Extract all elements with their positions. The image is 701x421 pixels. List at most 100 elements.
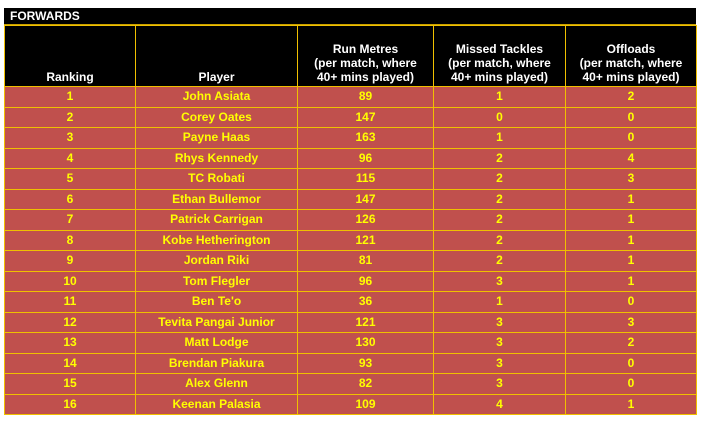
cell-missed-tackles: 2 <box>433 250 566 272</box>
cell-run-metres: 126 <box>297 209 434 231</box>
cell-player: Ben Te'o <box>135 291 298 313</box>
cell-ranking: 1 <box>4 86 136 108</box>
forwards-table-panel: FORWARDS Ranking Player Run Metres (per … <box>4 8 697 415</box>
cell-offloads: 0 <box>565 127 697 149</box>
cell-player: Ethan Bullemor <box>135 188 298 210</box>
table-row: 13 Matt Lodge 130 3 2 <box>4 332 697 354</box>
cell-ranking: 11 <box>4 291 136 313</box>
table-row: 6 Ethan Bullemor 147 2 1 <box>4 188 697 210</box>
cell-missed-tackles: 3 <box>433 311 566 333</box>
table-row: 7 Patrick Carrigan 126 2 1 <box>4 209 697 231</box>
cell-run-metres: 115 <box>297 168 434 190</box>
cell-ranking: 15 <box>4 373 136 395</box>
table-row: 4 Rhys Kennedy 96 2 4 <box>4 147 697 169</box>
cell-player: Corey Oates <box>135 106 298 128</box>
cell-player: John Asiata <box>135 86 298 108</box>
cell-run-metres: 147 <box>297 188 434 210</box>
cell-player: Jordan Riki <box>135 250 298 272</box>
header-missed-tackles-line-2: (per match, where <box>448 56 551 70</box>
cell-run-metres: 109 <box>297 393 434 415</box>
table-row: 9 Jordan Riki 81 2 1 <box>4 250 697 272</box>
table-row: 16 Keenan Palasia 109 4 1 <box>4 393 697 415</box>
cell-missed-tackles: 3 <box>433 332 566 354</box>
forwards-table: Ranking Player Run Metres (per match, wh… <box>4 25 697 415</box>
cell-run-metres: 147 <box>297 106 434 128</box>
cell-run-metres: 89 <box>297 86 434 108</box>
header-offloads-line-1: Offloads <box>606 42 656 56</box>
cell-run-metres: 81 <box>297 250 434 272</box>
cell-ranking: 13 <box>4 332 136 354</box>
cell-ranking: 8 <box>4 229 136 251</box>
cell-ranking: 7 <box>4 209 136 231</box>
table-row: 5 TC Robati 115 2 3 <box>4 168 697 190</box>
header-offloads: Offloads (per match, where 40+ mins play… <box>565 25 697 87</box>
table-row: 1 John Asiata 89 1 2 <box>4 86 697 108</box>
cell-run-metres: 163 <box>297 127 434 149</box>
cell-run-metres: 121 <box>297 311 434 333</box>
header-missed-tackles-line-1: Missed Tackles <box>455 42 544 56</box>
cell-missed-tackles: 2 <box>433 147 566 169</box>
cell-ranking: 16 <box>4 393 136 415</box>
cell-missed-tackles: 1 <box>433 291 566 313</box>
cell-offloads: 0 <box>565 352 697 374</box>
header-ranking: Ranking <box>4 25 136 87</box>
cell-offloads: 3 <box>565 311 697 333</box>
table-row: 10 Tom Flegler 96 3 1 <box>4 270 697 292</box>
cell-player: Patrick Carrigan <box>135 209 298 231</box>
cell-ranking: 3 <box>4 127 136 149</box>
cell-run-metres: 130 <box>297 332 434 354</box>
header-offloads-line-2: (per match, where <box>579 56 683 70</box>
cell-ranking: 10 <box>4 270 136 292</box>
cell-run-metres: 96 <box>297 147 434 169</box>
cell-missed-tackles: 4 <box>433 393 566 415</box>
table-row: 12 Tevita Pangai Junior 121 3 3 <box>4 311 697 333</box>
cell-offloads: 1 <box>565 270 697 292</box>
cell-player: Matt Lodge <box>135 332 298 354</box>
cell-player: Alex Glenn <box>135 373 298 395</box>
cell-player: Keenan Palasia <box>135 393 298 415</box>
header-run-metres: Run Metres (per match, where 40+ mins pl… <box>297 25 434 87</box>
cell-missed-tackles: 0 <box>433 106 566 128</box>
cell-run-metres: 36 <box>297 291 434 313</box>
cell-missed-tackles: 1 <box>433 127 566 149</box>
cell-player: Brendan Piakura <box>135 352 298 374</box>
cell-offloads: 4 <box>565 147 697 169</box>
cell-offloads: 0 <box>565 373 697 395</box>
cell-ranking: 12 <box>4 311 136 333</box>
cell-missed-tackles: 2 <box>433 188 566 210</box>
cell-missed-tackles: 3 <box>433 373 566 395</box>
header-run-metres-line-3: 40+ mins played) <box>316 70 415 84</box>
cell-offloads: 0 <box>565 291 697 313</box>
header-run-metres-line-2: (per match, where <box>314 56 417 70</box>
cell-run-metres: 93 <box>297 352 434 374</box>
table-row: 2 Corey Oates 147 0 0 <box>4 106 697 128</box>
cell-missed-tackles: 2 <box>433 168 566 190</box>
cell-offloads: 1 <box>565 229 697 251</box>
header-player: Player <box>135 25 298 87</box>
table-row: 11 Ben Te'o 36 1 0 <box>4 291 697 313</box>
cell-missed-tackles: 1 <box>433 86 566 108</box>
table-title: FORWARDS <box>4 8 696 25</box>
header-offloads-line-3: 40+ mins played) <box>582 70 680 84</box>
header-row: Ranking Player Run Metres (per match, wh… <box>4 25 697 87</box>
cell-offloads: 1 <box>565 250 697 272</box>
cell-offloads: 2 <box>565 332 697 354</box>
cell-player: Tom Flegler <box>135 270 298 292</box>
cell-missed-tackles: 3 <box>433 352 566 374</box>
cell-player: Rhys Kennedy <box>135 147 298 169</box>
cell-offloads: 1 <box>565 393 697 415</box>
cell-player: Kobe Hetherington <box>135 229 298 251</box>
cell-run-metres: 96 <box>297 270 434 292</box>
cell-player: TC Robati <box>135 168 298 190</box>
cell-ranking: 5 <box>4 168 136 190</box>
cell-offloads: 0 <box>565 106 697 128</box>
header-missed-tackles: Missed Tackles (per match, where 40+ min… <box>433 25 566 87</box>
cell-run-metres: 121 <box>297 229 434 251</box>
cell-missed-tackles: 2 <box>433 209 566 231</box>
cell-run-metres: 82 <box>297 373 434 395</box>
table-row: 8 Kobe Hetherington 121 2 1 <box>4 229 697 251</box>
cell-ranking: 9 <box>4 250 136 272</box>
cell-ranking: 14 <box>4 352 136 374</box>
cell-ranking: 4 <box>4 147 136 169</box>
cell-missed-tackles: 2 <box>433 229 566 251</box>
